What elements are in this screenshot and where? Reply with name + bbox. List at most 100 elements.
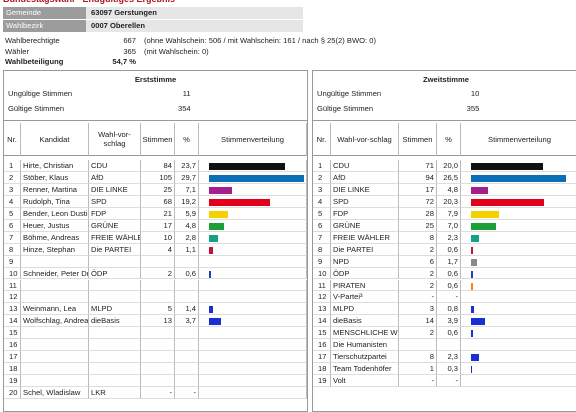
cell-party [89,327,141,340]
header-label: Wahlbezirk [3,20,86,32]
summary-label: Wahlberechtigte [5,36,60,45]
distribution-cell [199,327,307,340]
cell-name [21,255,89,268]
cell-party: MLPD [89,303,141,316]
distribution-cell [199,315,307,328]
cell-name: Bender, Leon Dustin [21,207,89,220]
cell-pct: 26,5 [437,171,461,184]
cell-party: dieBasis [89,315,141,328]
valid-label: Gültige Stimmen [8,104,65,113]
cell-votes: 28 [399,207,437,220]
cell-pct: 20,0 [437,160,461,172]
cell-nr: 8 [4,243,21,256]
distribution-cell [199,207,307,220]
cell-pct: 20,3 [437,195,461,208]
distribution-cell [461,184,576,196]
vote-bar [209,318,221,326]
cell-votes: 2 [399,279,437,292]
cell-votes [141,363,175,376]
distribution-cell [199,339,307,352]
cell-pct: 23,7 [175,160,199,172]
distribution-cell [461,280,576,292]
cell-pct: 5,9 [175,207,199,220]
cell-pct: 3,9 [437,315,461,328]
distribution-cell [199,363,307,376]
vote-bar [471,246,474,254]
cell-votes: - [399,291,437,304]
cell-votes: 25 [141,183,175,196]
cell-party: SPD [331,195,399,208]
cell-pct: 2,8 [175,231,199,244]
cell-nr: 14 [313,315,331,328]
summary-note: (ohne Wahlschein: 506 / mit Wahlschein: … [144,36,376,45]
cell-name [21,363,89,376]
cell-votes: 72 [399,195,437,208]
cell-votes: 84 [141,160,175,172]
cell-nr: 18 [4,363,21,376]
cell-votes [141,339,175,352]
invalid-value: 10 [470,89,480,98]
cell-pct: 0,6 [437,267,461,280]
cell-name [21,327,89,340]
distribution-cell [461,196,576,208]
cell-votes: 5 [141,303,175,316]
cell-nr: 18 [313,363,331,376]
cell-nr: 7 [4,231,21,244]
distribution-cell [199,375,307,388]
cell-pct: 0,6 [437,243,461,256]
header-label: Gemeinde [3,7,86,19]
cell-nr: 10 [4,267,21,280]
cell-party: NPD [331,255,399,268]
cell-pct: 4,8 [437,183,461,196]
vote-bar [209,306,214,314]
cell-nr: 5 [4,207,21,220]
cell-pct: 2,3 [437,231,461,244]
cell-nr: 1 [4,160,21,172]
vote-bar [209,246,213,254]
cell-nr: 13 [4,303,21,316]
summary-label: Wähler [5,46,30,56]
cell-pct: - [175,387,199,399]
vote-bar [209,234,218,242]
cell-party: GRÜNE [331,219,399,232]
distribution-cell [199,291,307,304]
vote-bar [471,354,480,362]
divider [313,120,576,121]
cell-party: DIE LINKE [89,183,141,196]
distribution-cell [461,351,576,364]
cell-pct: 1,7 [437,255,461,268]
cell-votes: 2 [141,267,175,280]
distribution-cell [461,315,576,328]
cell-party: FDP [331,207,399,220]
cell-votes: 8 [399,231,437,244]
cell-nr: 4 [313,195,331,208]
cell-votes: 2 [399,327,437,340]
distribution-cell [199,351,307,364]
cell-pct: 4,8 [175,219,199,232]
column-header: Wahl-vor-schlag [331,123,399,156]
cell-pct [175,327,199,340]
vote-bar [471,270,474,278]
cell-votes: 21 [141,207,175,220]
cell-pct: 1,4 [175,303,199,316]
cell-party: FDP [89,207,141,220]
distribution-cell [461,339,576,352]
cell-pct [175,279,199,292]
distribution-cell [199,219,307,232]
vote-bar [471,282,474,290]
cell-votes: 13 [141,315,175,328]
cell-nr: 9 [4,255,21,268]
cell-party: Die Humanisten [331,339,399,352]
cell-votes: 25 [399,219,437,232]
cell-votes: 14 [399,315,437,328]
cell-party: LKR [89,387,141,399]
cell-nr: 19 [313,375,331,388]
distribution-cell [461,291,576,304]
distribution-cell [199,387,307,399]
cell-nr: 16 [313,339,331,352]
distribution-cell [461,244,576,256]
cell-pct: 7,0 [437,219,461,232]
cell-nr: 7 [313,231,331,244]
cell-party [89,291,141,304]
cell-party: AfD [89,171,141,184]
